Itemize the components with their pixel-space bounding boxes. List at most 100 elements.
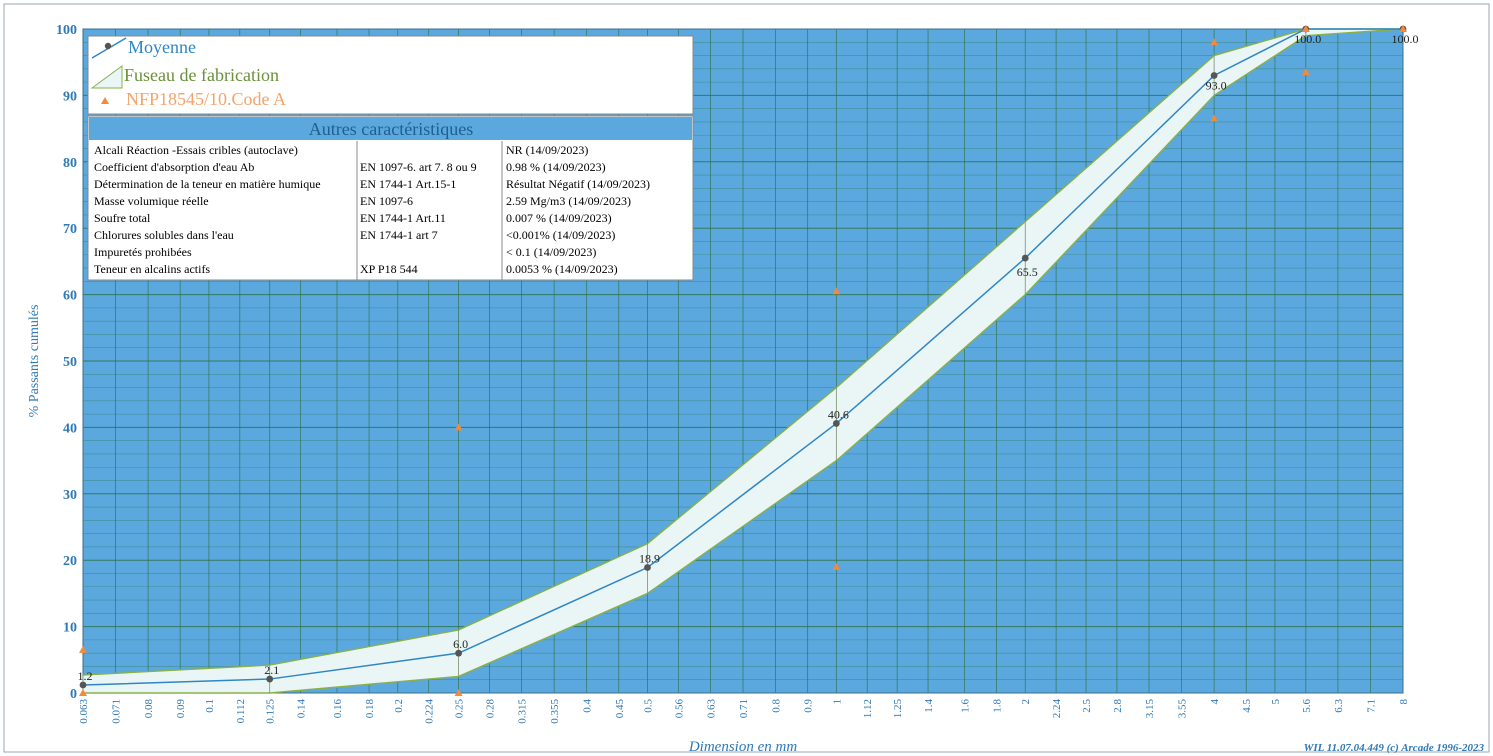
x-tick-label: 0.071 <box>111 699 123 724</box>
x-tick-label: 5 <box>1270 699 1282 705</box>
table-row-name: Coefficient d'absorption d'eau Ab <box>94 160 254 174</box>
legend-moyenne: Moyenne <box>128 37 196 57</box>
table-row-result: <0.001% (14/09/2023) <box>506 228 615 242</box>
nfp-marker <box>832 287 841 295</box>
moyenne-point <box>644 564 651 571</box>
nfp-marker <box>454 423 463 431</box>
x-tick-label: 0.4 <box>582 699 594 713</box>
moyenne-point <box>266 675 274 683</box>
moyenne-value-label: 40.6 <box>828 407 849 421</box>
table-row-result: Résultat Négatif (14/09/2023) <box>506 177 650 191</box>
legend: Moyenne Fuseau de fabrication NFP18545/1… <box>87 35 694 115</box>
nfp-marker <box>79 689 87 696</box>
x-tick-label: 0.063 <box>78 699 90 724</box>
nfp-marker <box>79 645 87 653</box>
moyenne-value-label: 18.9 <box>639 552 660 566</box>
moyenne-value-label: 2.1 <box>264 663 279 677</box>
x-tick-label: 0.5 <box>642 699 654 713</box>
x-tick-label: 1.8 <box>992 699 1004 713</box>
table-title: Autres caractéristiques <box>309 119 473 139</box>
fuseau-area <box>83 29 1403 693</box>
copyright-credit: WIL 11.07.04.449 (c) Arcade 1996-2023 <box>1304 742 1485 754</box>
table-row-method: EN 1744-1 art 7 <box>360 228 438 242</box>
x-tick-label: 6.3 <box>1333 699 1345 713</box>
x-tick-label: 1 <box>831 699 843 705</box>
x-tick-label: 0.25 <box>454 699 466 719</box>
x-tick-label: 2.8 <box>1112 699 1124 713</box>
table-row-name: Chlorures solubles dans l'eau <box>94 228 234 242</box>
table-row-method: EN 1097-6. art 7. 8 ou 9 <box>360 160 477 174</box>
legend-nfp-marker <box>101 97 109 104</box>
x-tick-label: 0.56 <box>673 699 685 719</box>
y-tick-label: 90 <box>63 89 77 104</box>
x-tick-label: 0.18 <box>364 699 376 719</box>
nfp-marker <box>1210 38 1219 46</box>
moyenne-series: 1.2 2.1 6.0 18.9 40.6 65.5 93.0 100.0 100.0 <box>78 25 1419 689</box>
table-row-result: 0.0053 % (14/09/2023) <box>506 262 618 276</box>
table-row-method: XP P18 544 <box>360 262 418 276</box>
x-tick-label: 0.8 <box>771 699 783 713</box>
y-tick-label: 0 <box>70 687 77 702</box>
legend-nfp: NFP18545/10.Code A <box>126 89 286 109</box>
x-tick-label: 1.25 <box>892 699 904 719</box>
nfp-marker <box>832 562 841 570</box>
legend-fuseau-swatch <box>90 65 123 89</box>
x-tick-label: 2 <box>1020 699 1032 705</box>
x-tick-label: 5.6 <box>1301 699 1313 713</box>
y-axis-label: % Passants cumulés <box>27 305 42 418</box>
x-tick-label: 0.14 <box>296 699 308 719</box>
moyenne-point <box>1021 254 1029 262</box>
x-tick-label: 3.55 <box>1177 699 1189 719</box>
x-ticks: 0.063 0.071 0.08 0.09 0.1 0.112 0.125 0.14 0.16 0… <box>78 699 1410 724</box>
nfp-markers <box>79 25 1407 696</box>
x-tick-label: 2.24 <box>1051 699 1063 719</box>
legend-moyenne-marker <box>104 42 112 50</box>
x-tick-label: 2.5 <box>1081 699 1093 713</box>
table-row-method: EN 1097-6 <box>360 194 413 208</box>
table-header <box>89 117 692 140</box>
table-row-name: Soufre total <box>94 211 151 225</box>
x-tick-label: 0.45 <box>614 699 626 719</box>
x-tick-label: 0.355 <box>549 699 561 724</box>
table-row-result: 2.59 Mg/m3 (14/09/2023) <box>506 194 631 208</box>
moyenne-point <box>1210 72 1218 79</box>
y-tick-label: 60 <box>63 289 77 304</box>
nfp-marker <box>1301 25 1310 32</box>
y-tick-label: 40 <box>63 421 77 436</box>
moyenne-point <box>455 649 462 657</box>
y-tick-label: 100 <box>56 23 77 38</box>
x-tick-label: 1.12 <box>862 699 874 718</box>
y-tick-label: 10 <box>63 621 77 636</box>
x-tick-label: 3.15 <box>1144 699 1156 719</box>
table-row-name: Alcali Réaction -Essais cribles (autocla… <box>94 143 298 157</box>
x-tick-label: 0.63 <box>705 699 717 719</box>
moyenne-value-label: 65.5 <box>1017 265 1038 279</box>
x-tick-label: 0.224 <box>424 699 436 724</box>
x-tick-label: 0.9 <box>803 699 815 713</box>
x-tick-label: 0.315 <box>517 699 529 724</box>
legend-box <box>87 35 694 115</box>
table-row-name: Détermination de la teneur en matière hu… <box>94 177 321 191</box>
y-ticks: 0 10 20 30 40 50 60 70 80 90 100 <box>56 23 77 702</box>
moyenne-value-label: 1.2 <box>78 669 93 683</box>
table-row-name: Teneur en alcalins actifs <box>94 262 210 276</box>
x-tick-label: 0.2 <box>393 699 405 713</box>
x-axis-label: Dimension en mm <box>688 739 797 755</box>
nfp-marker <box>1399 25 1407 32</box>
table-row-result: NR (14/09/2023) <box>506 143 588 157</box>
x-tick-label: 0.16 <box>332 699 344 719</box>
table-row-result: 0.007 % (14/09/2023) <box>506 211 612 225</box>
x-tick-label: 0.09 <box>175 699 187 719</box>
table-rows: Alcali Réaction -Essais cribles (autocla… <box>94 141 650 280</box>
x-tick-label: 0.08 <box>143 699 155 719</box>
y-tick-label: 50 <box>63 355 77 370</box>
nfp-marker <box>1301 68 1310 76</box>
x-tick-label: 1.6 <box>959 699 971 713</box>
x-tick-label: 0.71 <box>738 699 750 718</box>
moyenne-value-label: 100.0 <box>1392 32 1419 46</box>
y-tick-label: 30 <box>63 488 77 503</box>
table-row-method: EN 1744-1 Art.11 <box>360 211 446 225</box>
nfp-marker <box>454 689 463 696</box>
x-tick-label: 1.4 <box>923 699 935 713</box>
